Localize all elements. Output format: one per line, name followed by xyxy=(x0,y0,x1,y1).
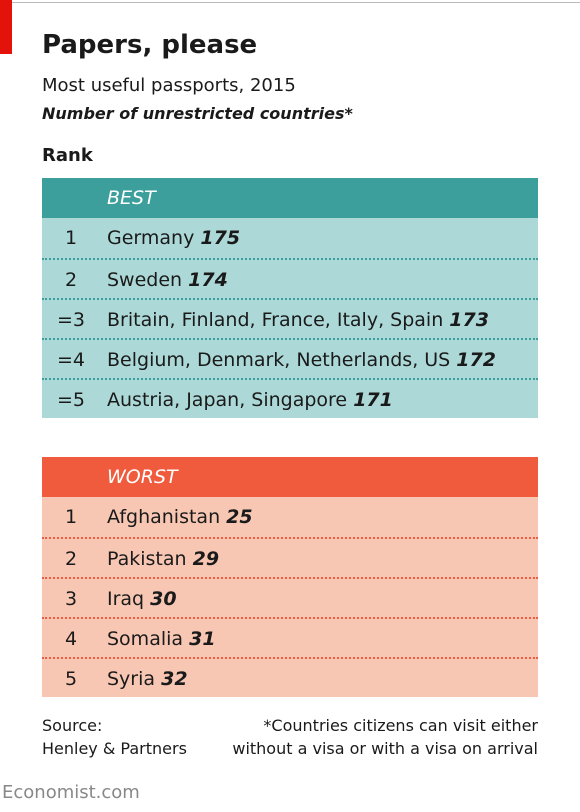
rank: 4 xyxy=(64,628,78,650)
subtitle: Most useful passports, 2015 xyxy=(42,75,296,96)
table-row: 1 Germany 175 xyxy=(42,218,538,258)
rank: 3 xyxy=(64,588,78,610)
rank: 1 xyxy=(64,227,78,249)
countries-cell: Iraq 30 xyxy=(107,579,177,619)
rank: 1 xyxy=(64,506,78,528)
table-row: 1 Afghanistan 25 xyxy=(42,497,538,537)
rank: =4 xyxy=(56,349,85,371)
countries-cell: Germany 175 xyxy=(107,218,240,258)
countries-cell: Syria 32 xyxy=(107,659,188,699)
value: 174 xyxy=(188,269,228,291)
rank: =5 xyxy=(56,389,85,411)
value: 175 xyxy=(200,227,241,249)
rank-label: Rank xyxy=(42,145,93,166)
countries: Sweden xyxy=(107,269,183,291)
countries-cell: Sweden 174 xyxy=(107,260,228,300)
countries: Germany xyxy=(107,227,195,249)
footnote-line: *Countries citizens can visit either xyxy=(263,716,538,735)
countries-cell: Belgium, Denmark, Netherlands, US 172 xyxy=(107,340,496,380)
countries: Syria xyxy=(107,668,156,690)
best-table: BEST 1 Germany 175 2 Sweden 174 =3 Britain, Fi… xyxy=(42,178,538,418)
rank: 2 xyxy=(64,269,78,291)
table-row: =4 Belgium, Denmark, Netherlands, US 172 xyxy=(42,338,538,378)
value: 29 xyxy=(192,548,220,570)
countries: Pakistan xyxy=(107,548,187,570)
source-line: Source: xyxy=(42,716,103,735)
value: 30 xyxy=(150,588,177,610)
value: 25 xyxy=(226,506,253,528)
table-row: =3 Britain, Finland, France, Italy, Spain… xyxy=(42,298,538,338)
table-row: 4 Somalia 31 xyxy=(42,617,538,657)
table-heading: WORST xyxy=(42,457,538,497)
countries-cell: Britain, Finland, France, Italy, Spain 1… xyxy=(107,300,489,340)
countries-cell: Austria, Japan, Singapore 171 xyxy=(107,380,393,420)
worst-table: WORST 1 Afghanistan 25 2 Pakistan 29 3 Iraq 30… xyxy=(42,457,538,697)
table-row: 3 Iraq 30 xyxy=(42,577,538,617)
source: Source: Henley & Partners xyxy=(42,714,187,760)
rank: 2 xyxy=(64,548,78,570)
rank: 5 xyxy=(64,668,78,690)
table-row: 2 Sweden 174 xyxy=(42,258,538,298)
countries: Afghanistan xyxy=(107,506,221,528)
countries: Belgium, Denmark, Netherlands, US xyxy=(107,349,451,371)
countries: Austria, Japan, Singapore xyxy=(107,389,348,411)
red-tab xyxy=(0,0,12,54)
top-rule xyxy=(0,2,580,3)
table-heading: BEST xyxy=(42,178,538,218)
table-row: =5 Austria, Japan, Singapore 171 xyxy=(42,378,538,418)
footnote-line: without a visa or with a visa on arrival xyxy=(232,739,538,758)
note: Number of unrestricted countries* xyxy=(42,104,353,123)
countries-cell: Afghanistan 25 xyxy=(107,497,253,537)
table-row: 2 Pakistan 29 xyxy=(42,537,538,577)
value: 171 xyxy=(353,389,393,411)
footnote: *Countries citizens can visit either with… xyxy=(232,714,538,760)
brand: Economist.com xyxy=(2,782,140,803)
countries: Britain, Finland, France, Italy, Spain xyxy=(107,309,444,331)
source-line: Henley & Partners xyxy=(42,739,187,758)
value: 32 xyxy=(161,668,188,690)
value: 172 xyxy=(456,349,496,371)
countries-cell: Pakistan 29 xyxy=(107,539,219,579)
countries-cell: Somalia 31 xyxy=(107,619,216,659)
table-row: 5 Syria 32 xyxy=(42,657,538,697)
countries: Somalia xyxy=(107,628,184,650)
title: Papers, please xyxy=(42,30,258,60)
value: 31 xyxy=(189,628,216,650)
value: 173 xyxy=(449,309,489,331)
rank: =3 xyxy=(56,309,85,331)
countries: Iraq xyxy=(107,588,145,610)
